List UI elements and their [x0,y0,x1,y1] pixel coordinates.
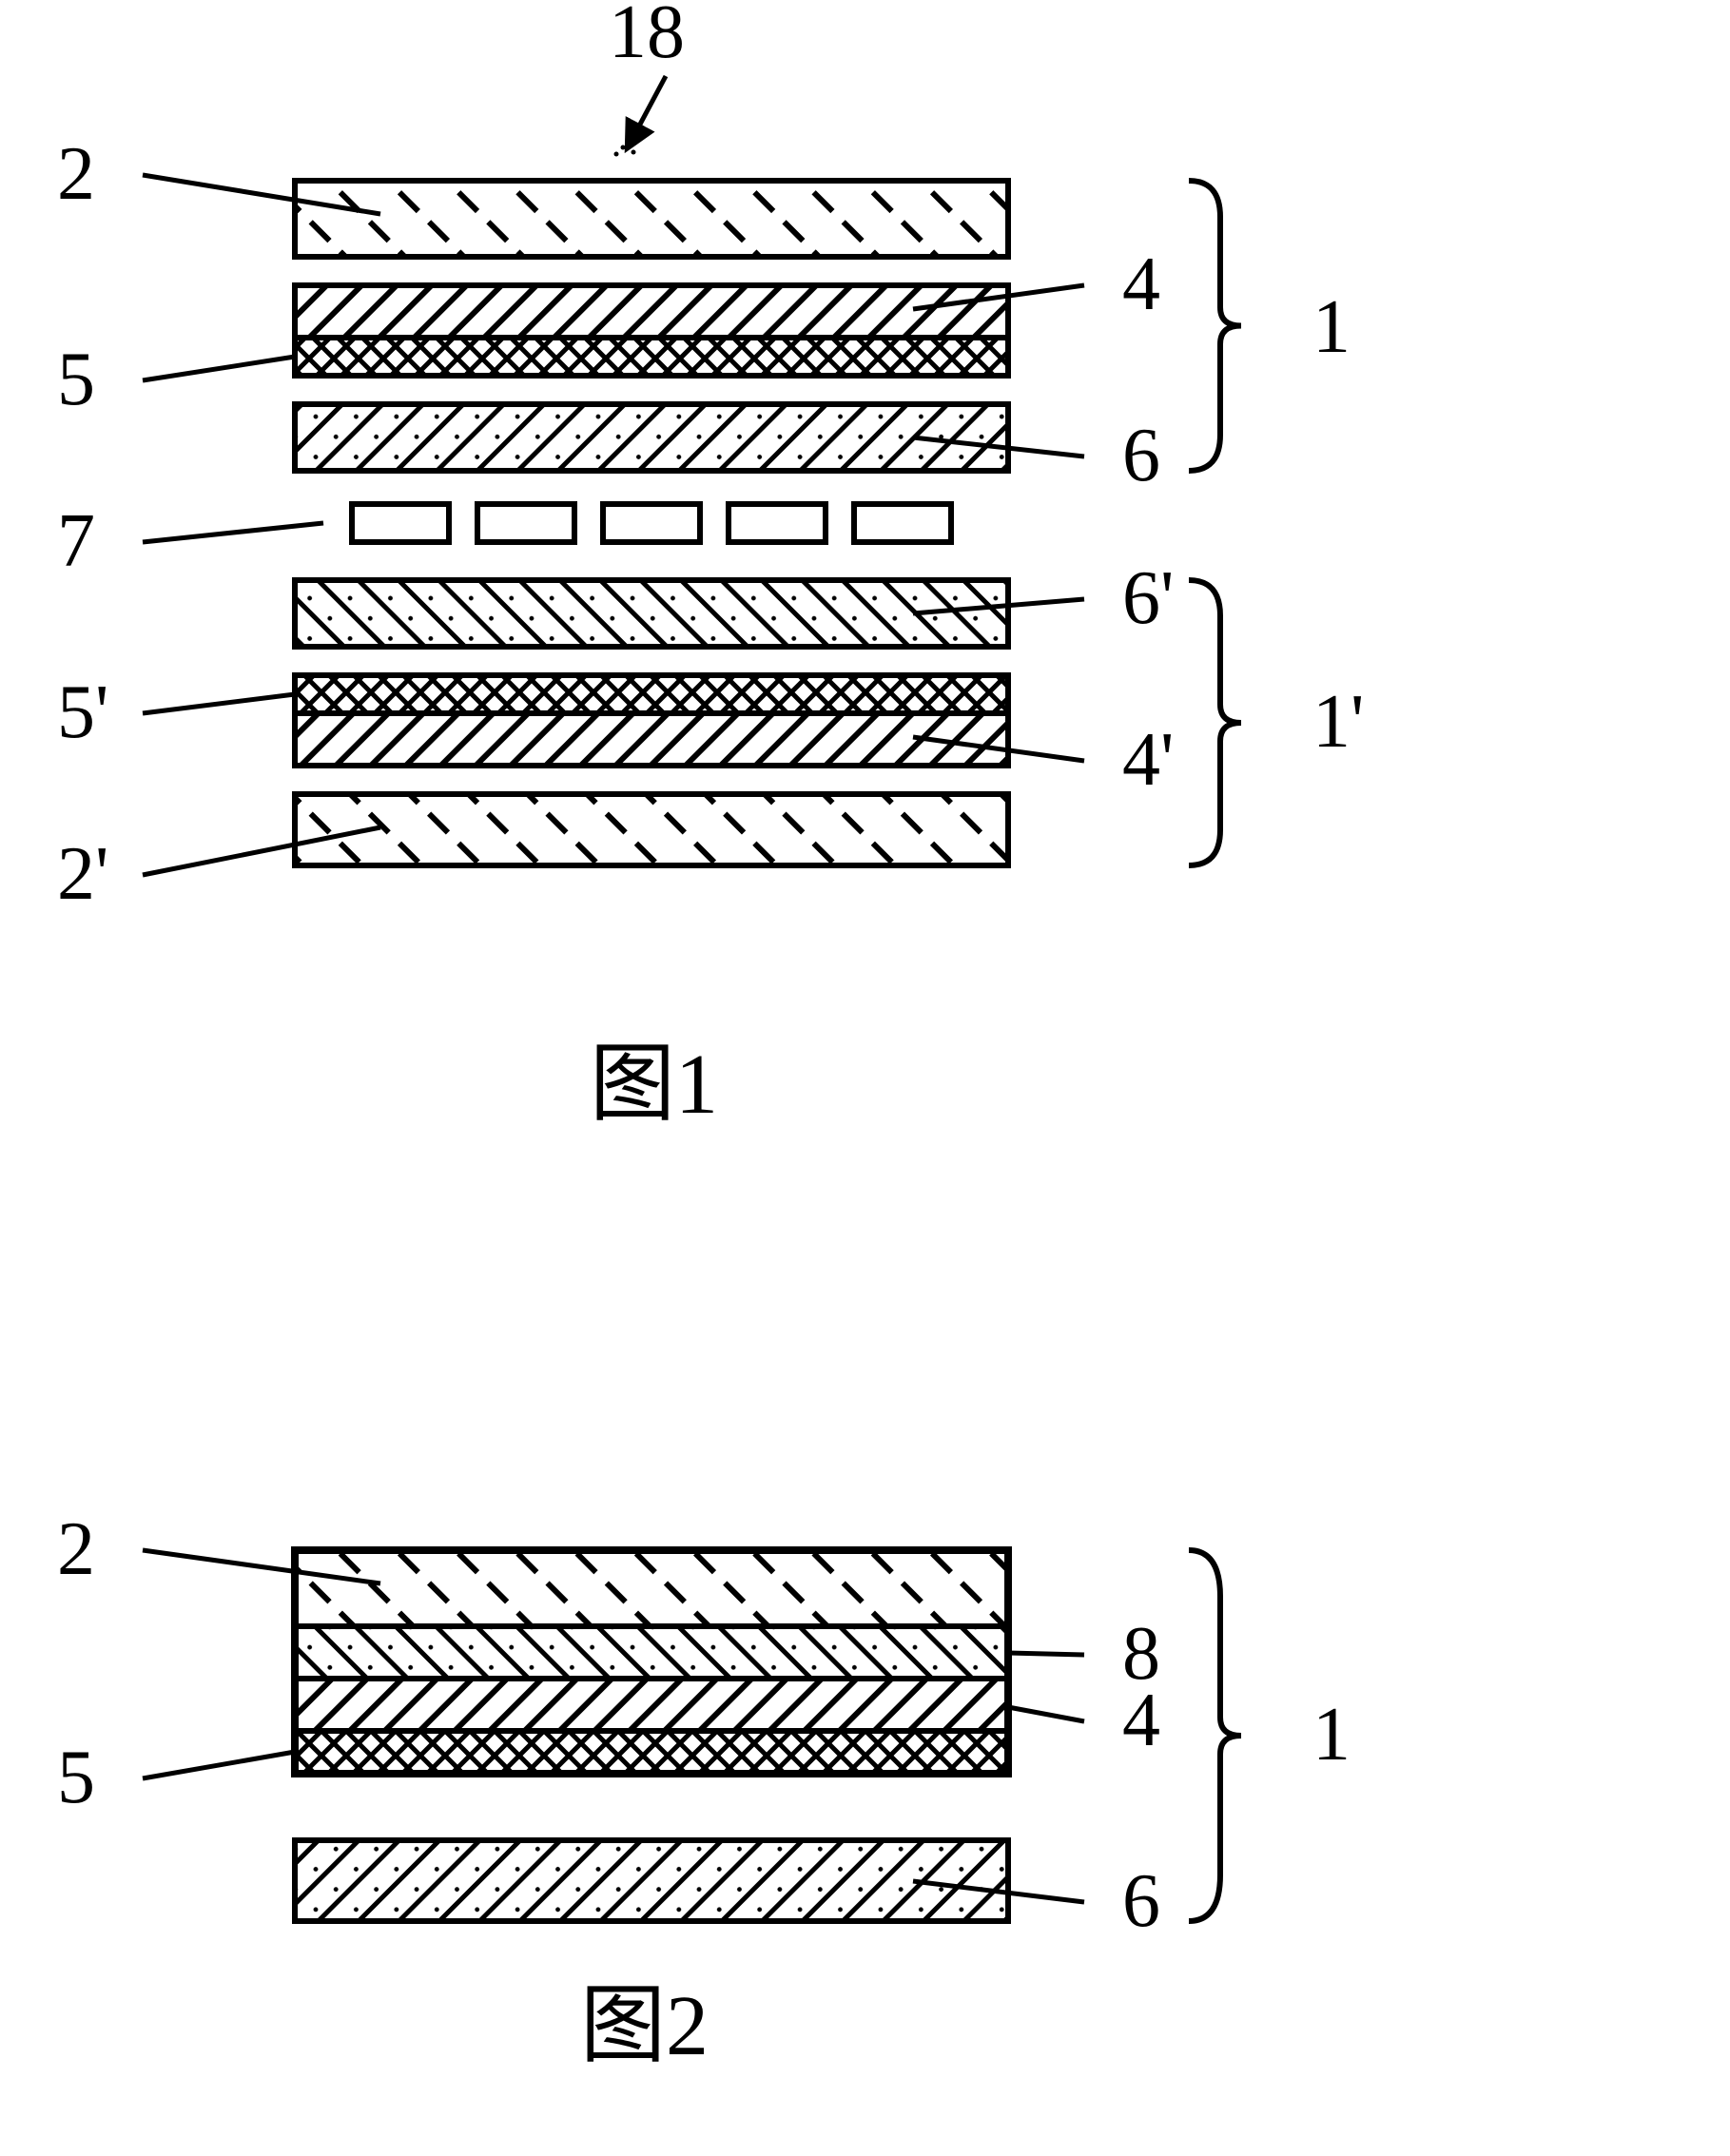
label-6': 6' [1122,556,1174,640]
layer-7-seg [854,504,951,542]
leader-4 [1008,1707,1084,1721]
speck [621,146,626,150]
label-5: 5 [57,1736,95,1819]
fig2-layer-6 [295,1840,1008,1921]
fig1-layer-2 [295,181,1008,257]
fig1-layer-5 [295,338,1008,376]
speck [632,150,636,155]
fig1-layer-6' [295,580,1008,647]
label-4: 4 [1122,243,1160,326]
label-18: 18 [609,0,685,74]
fig1-layer-4' [295,713,1008,766]
brace-fig1-1 [1189,181,1241,471]
leader-5 [143,357,295,380]
leader-5 [143,1752,295,1778]
fig2-layer-2 [295,1550,1008,1626]
caption-fig2: 图2 [580,1979,709,2073]
label-7: 7 [57,499,95,583]
speck [614,152,619,157]
leader-5' [143,694,295,713]
brace-fig1-1-label: 1 [1312,285,1351,369]
fig1-layer-4 [295,285,1008,338]
label-4': 4' [1122,718,1174,802]
label-6: 6 [1122,1859,1160,1943]
brace-fig1-1p [1189,580,1241,865]
fig1-layer-6 [295,404,1008,471]
fig2-layer-5 [295,1731,1008,1774]
layer-7-seg [729,504,826,542]
fig2-layer-8 [295,1626,1008,1679]
caption-fig1: 图1 [590,1038,718,1132]
label-4: 4 [1122,1679,1160,1762]
brace-fig2-1-label: 1 [1312,1693,1351,1777]
fig1-layer-2' [295,794,1008,865]
label-2: 2 [57,1507,95,1591]
label-6: 6 [1122,414,1160,497]
leader-7 [143,523,323,542]
label-5': 5' [57,670,108,754]
label-2': 2' [57,832,108,916]
fig1-layer-5' [295,675,1008,713]
layer-7-seg [352,504,449,542]
label-2: 2 [57,132,95,216]
brace-fig1-1p-label: 1' [1312,680,1364,764]
pointer-18 [628,76,666,147]
layer-7-seg [603,504,700,542]
layer-7-seg [477,504,574,542]
brace-fig2-1 [1189,1550,1241,1921]
label-5: 5 [57,338,95,421]
leader-8 [1008,1653,1084,1655]
fig2-layer-4 [295,1679,1008,1731]
